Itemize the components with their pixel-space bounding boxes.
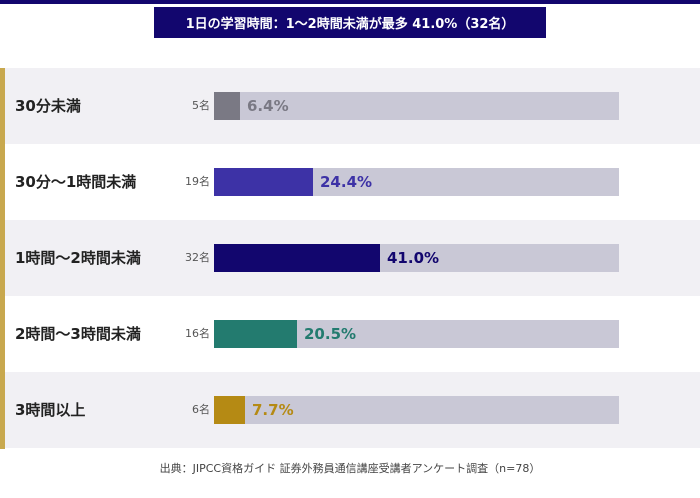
chart-row: 30分未満 5名 6.4% xyxy=(5,68,700,144)
value-label: 20.5% xyxy=(304,325,357,343)
top-rule xyxy=(0,0,700,4)
bar xyxy=(214,396,245,424)
bar xyxy=(214,168,313,196)
bar-track: 6.4% xyxy=(214,92,619,120)
category-label: 2時間〜3時間未満 xyxy=(15,325,141,343)
chart-row: 3時間以上 6名 7.7% xyxy=(5,372,700,448)
category-label: 30分未満 xyxy=(15,97,81,115)
chart-row: 1時間〜2時間未満 32名 41.0% xyxy=(5,220,700,296)
chart-row: 30分〜1時間未満 19名 24.4% xyxy=(5,144,700,220)
category-label: 1時間〜2時間未満 xyxy=(15,249,141,267)
bar-track: 24.4% xyxy=(214,168,619,196)
value-label: 7.7% xyxy=(252,401,294,419)
count-label: 16名 xyxy=(185,327,210,340)
accent-line xyxy=(0,68,5,449)
bar-track: 41.0% xyxy=(214,244,619,272)
count-label: 19名 xyxy=(185,175,210,188)
chart-row: 2時間〜3時間未満 16名 20.5% xyxy=(5,296,700,372)
count-label: 5名 xyxy=(192,99,210,112)
bar-track: 7.7% xyxy=(214,396,619,424)
source-note: 出典：JIPCC資格ガイド 証券外務員通信講座受講者アンケート調査（n=78） xyxy=(159,462,541,475)
bar-track: 20.5% xyxy=(214,320,619,348)
bar-chart: 30分未満 5名 6.4% 30分〜1時間未満 19名 24.4% 1時間〜2時間未満 32名… xyxy=(0,68,700,449)
bar xyxy=(214,320,297,348)
value-label: 24.4% xyxy=(320,173,373,191)
count-label: 32名 xyxy=(185,251,210,264)
bar xyxy=(214,244,380,272)
chart-title: 1日の学習時間：1〜2時間未満が最多 41.0%（32名） xyxy=(154,7,546,38)
category-label: 30分〜1時間未満 xyxy=(15,173,137,191)
count-label: 6名 xyxy=(192,403,210,416)
category-label: 3時間以上 xyxy=(15,401,86,419)
value-label: 6.4% xyxy=(247,97,289,115)
bar xyxy=(214,92,240,120)
value-label: 41.0% xyxy=(387,249,440,267)
